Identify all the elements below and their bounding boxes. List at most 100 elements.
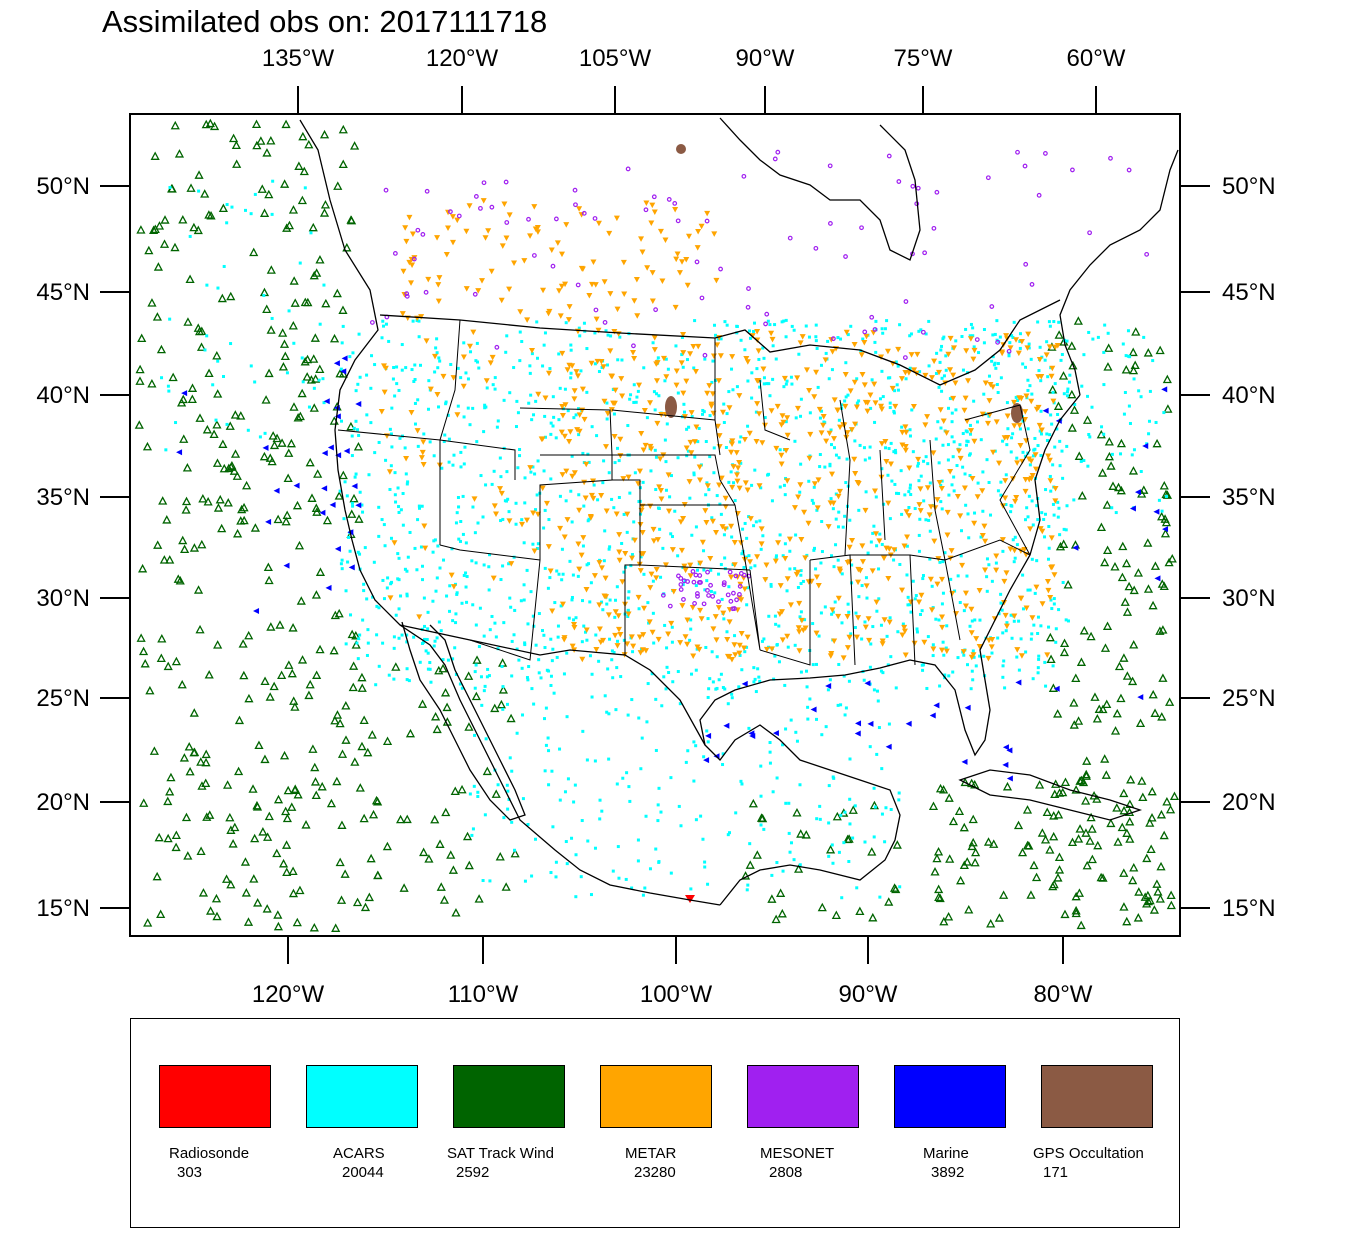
mesonet-marker (581, 210, 587, 216)
acars-marker (1007, 354, 1011, 358)
sat-wind-marker (319, 129, 330, 139)
right-lat-label-35n: 35°N (1222, 484, 1276, 511)
acars-marker (941, 337, 945, 341)
sat-wind-marker (160, 215, 170, 224)
metar-marker (612, 632, 619, 639)
acars-marker (521, 797, 525, 801)
acars-marker (560, 547, 564, 551)
acars-marker (551, 825, 555, 829)
metar-marker (1033, 406, 1040, 413)
sat-wind-marker (1035, 780, 1045, 789)
acars-marker (928, 481, 932, 485)
acars-marker (643, 886, 647, 890)
acars-marker (585, 347, 589, 351)
acars-marker (1019, 637, 1023, 641)
sat-wind-marker (1135, 718, 1146, 728)
acars-marker (482, 563, 486, 567)
acars-marker (583, 630, 587, 634)
acars-marker (1015, 655, 1019, 659)
sat-wind-marker (1042, 807, 1052, 817)
acars-marker (908, 483, 912, 487)
sat-wind-marker (201, 778, 211, 788)
acars-marker (790, 324, 794, 328)
sat-wind-marker (1048, 881, 1058, 891)
acars-marker (827, 854, 831, 858)
acars-marker (1060, 449, 1064, 453)
metar-marker (480, 198, 487, 204)
acars-marker (757, 357, 761, 361)
metar-marker (746, 430, 753, 437)
metar-marker (559, 472, 566, 478)
acars-marker (351, 351, 355, 355)
acars-marker (1102, 383, 1106, 387)
acars-marker (356, 657, 360, 661)
acars-marker (924, 455, 928, 459)
acars-marker (426, 610, 430, 614)
sat-wind-marker (767, 894, 777, 903)
sat-wind-marker (346, 421, 356, 431)
acars-marker (565, 862, 569, 866)
acars-marker (978, 618, 982, 622)
metar-marker (1035, 374, 1042, 380)
metar-marker (660, 355, 667, 362)
sat-wind-marker (297, 655, 308, 664)
sat-wind-marker (935, 893, 945, 903)
metar-marker (602, 575, 609, 582)
sat-wind-marker (446, 850, 456, 859)
acars-marker (664, 488, 668, 492)
metar-marker (631, 298, 638, 304)
acars-marker (824, 351, 828, 355)
acars-marker (985, 458, 989, 462)
metar-marker (720, 610, 727, 617)
acars-marker (1028, 588, 1032, 592)
acars-marker (540, 629, 544, 633)
acars-marker (381, 319, 385, 323)
acars-marker (801, 579, 805, 583)
metar-marker (1002, 478, 1009, 484)
metar-marker (662, 562, 669, 568)
acars-marker (739, 461, 743, 465)
acars-marker (1015, 456, 1019, 460)
sat-wind-marker (1054, 788, 1065, 797)
metar-marker (511, 260, 518, 267)
acars-marker (610, 658, 614, 662)
acars-marker (973, 511, 977, 515)
acars-marker (763, 416, 767, 420)
sat-wind-marker (165, 555, 175, 564)
acars-marker (879, 669, 883, 673)
marine-marker (1153, 508, 1160, 515)
acars-marker (438, 566, 442, 570)
metar-marker (797, 482, 804, 488)
acars-marker (913, 507, 917, 511)
acars-marker (1023, 454, 1027, 458)
sat-wind-marker (1159, 830, 1169, 840)
sat-wind-marker (771, 914, 781, 924)
metar-marker (931, 538, 938, 545)
acars-marker (818, 804, 822, 808)
metar-marker (968, 428, 975, 434)
metar-marker (743, 355, 750, 362)
sat-wind-marker (282, 223, 292, 232)
metar-marker (762, 577, 769, 583)
sat-wind-marker (357, 683, 367, 692)
acars-marker (1047, 546, 1051, 550)
acars-marker (1087, 330, 1091, 334)
metar-marker (707, 555, 714, 562)
acars-marker (392, 677, 396, 681)
sat-wind-marker (357, 741, 367, 751)
acars-marker (969, 432, 973, 436)
acars-marker (611, 387, 615, 391)
acars-marker (909, 332, 913, 336)
acars-marker (637, 716, 641, 720)
acars-marker (705, 729, 709, 733)
metar-marker (1052, 486, 1059, 492)
metar-marker (862, 507, 869, 514)
acars-marker (770, 499, 774, 503)
acars-marker (853, 626, 857, 630)
sat-wind-marker (289, 276, 299, 285)
metar-marker (690, 343, 697, 350)
metar-marker (936, 479, 943, 486)
acars-marker (893, 482, 897, 486)
legend-label-marine: Marine (923, 1145, 969, 1162)
acars-marker (475, 440, 479, 444)
